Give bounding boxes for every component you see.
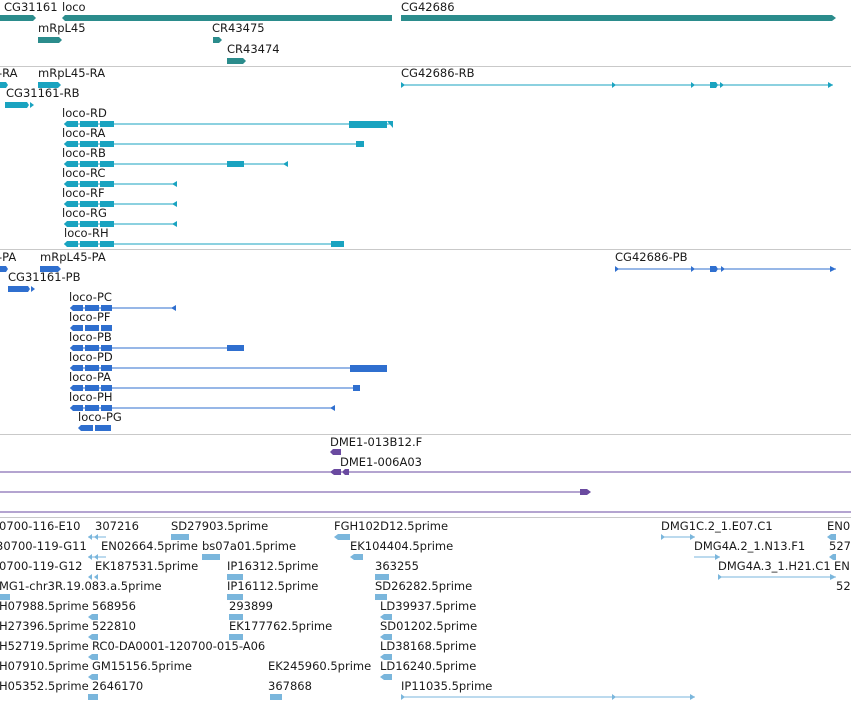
est-label[interactable]: bs07a01.5prime [202, 539, 297, 553]
est-label[interactable]: 30700-119-G11 [0, 539, 87, 553]
est-label[interactable]: IP16312.5prime [227, 559, 319, 573]
est-label[interactable]: FGH102D12.5prime [334, 519, 449, 533]
est-label[interactable]: H52719.5prime [0, 639, 89, 653]
protein-label[interactable]: loco-PH [69, 390, 113, 404]
transcript-label[interactable]: mRpL45-RA [38, 66, 106, 80]
est-label[interactable]: 52 [836, 579, 851, 593]
track-separator-2 [0, 249, 851, 250]
protein-label[interactable]: mRpL45-PA [40, 250, 106, 264]
gene-label-cr43474[interactable]: CR43474 [227, 42, 280, 56]
protein-label[interactable]: -PA [0, 250, 17, 264]
cdna-label[interactable]: DME1-006A03 [340, 455, 422, 469]
est-label[interactable]: H27396.5prime [0, 619, 89, 633]
gene-glyphs [0, 15, 836, 64]
track-separator-4 [0, 517, 851, 518]
est-label[interactable]: 307216 [95, 519, 139, 533]
gene-cr43475-glyph [213, 37, 222, 43]
transcript-label[interactable]: loco-RH [64, 226, 109, 240]
gene-loco-glyph [62, 15, 392, 21]
est-label[interactable]: IP16112.5prime [227, 579, 319, 593]
transcript-label[interactable]: CG42686-RB [401, 66, 475, 80]
est-label[interactable]: 522810 [92, 619, 136, 633]
transcript-label[interactable]: loco-RD [62, 106, 107, 120]
est-glyphs [0, 534, 836, 700]
protein-label[interactable]: CG31161-PB [8, 270, 81, 284]
est-label[interactable]: 2646170 [92, 679, 144, 693]
cdna-glyphs [0, 449, 851, 513]
est-label[interactable]: 363255 [375, 559, 419, 573]
protein-label[interactable]: loco-PA [69, 370, 112, 384]
est-label[interactable]: DMG1C.2_1.E07.C1 [661, 519, 773, 533]
est-label[interactable]: EK187531.5prime [95, 559, 199, 573]
transcript-label[interactable]: loco-RB [62, 146, 106, 160]
gene-mrpl45-glyph [38, 37, 62, 43]
est-label[interactable]: LD38168.5prime [380, 639, 477, 653]
transcript-label[interactable]: CG31161-RB [6, 86, 80, 100]
est-label[interactable]: SD01202.5prime [380, 619, 478, 633]
est-label[interactable]: EN0 [827, 519, 851, 533]
est-label[interactable]: H07988.5prime [0, 599, 89, 613]
transcript-label[interactable]: loco-RF [62, 186, 105, 200]
gene-cr43474-glyph [227, 58, 246, 64]
protein-glyphs [0, 266, 836, 431]
protein-label[interactable]: loco-PC [69, 290, 112, 304]
est-label[interactable]: 0700-119-G12 [0, 559, 83, 573]
transcript-label[interactable]: loco-RA [62, 126, 106, 140]
transcript-label[interactable]: loco-RG [62, 206, 107, 220]
est-label[interactable]: LD39937.5prime [380, 599, 477, 613]
est-label[interactable]: GM15156.5prime [92, 659, 192, 673]
est-label[interactable]: RC0-DA0001-120700-015-A06 [92, 639, 266, 653]
est-label[interactable]: EK177762.5prime [229, 619, 333, 633]
est-label[interactable]: EN [834, 559, 850, 573]
protein-label[interactable]: loco-PB [69, 330, 112, 344]
est-label[interactable]: LD16240.5prime [380, 659, 477, 673]
est-label[interactable]: DMG4A.3_1.H21.C1 [718, 559, 831, 573]
transcript-glyphs [0, 82, 833, 247]
gene-label-cr43475[interactable]: CR43475 [212, 21, 265, 35]
track-separator-1 [0, 66, 851, 67]
gene-label-cg31161[interactable]: CG31161 [4, 0, 58, 14]
transcript-label[interactable]: -RA [0, 66, 18, 80]
est-label[interactable]: MG1-chr3R.19.083.a.5prime [0, 579, 162, 593]
est-label[interactable]: DMG4A.2_1.N13.F1 [694, 539, 806, 553]
protein-label[interactable]: loco-PD [69, 350, 113, 364]
est-label[interactable]: 527 [829, 539, 851, 553]
gene-cg42686-glyph [401, 15, 836, 21]
protein-label[interactable]: loco-PG [78, 410, 122, 424]
est-label[interactable]: H07910.5prime [0, 659, 89, 673]
gene-label-mrpl45[interactable]: mRpL45 [38, 21, 86, 35]
est-label[interactable]: IP11035.5prime [401, 679, 493, 693]
est-label[interactable]: SD27903.5prime [171, 519, 269, 533]
est-label[interactable]: H05352.5prime [0, 679, 89, 693]
transcript-label[interactable]: loco-RC [62, 166, 106, 180]
est-label[interactable]: SD26282.5prime [375, 579, 473, 593]
est-label[interactable]: EK245960.5prime [268, 659, 372, 673]
gene-cg31161-glyph [0, 15, 36, 21]
protein-label[interactable]: loco-PF [69, 310, 111, 324]
est-label[interactable]: EK104404.5prime [350, 539, 454, 553]
track-separator-3 [0, 434, 851, 435]
est-label[interactable]: EN02664.5prime [101, 539, 198, 553]
est-label[interactable]: 293899 [229, 599, 273, 613]
gene-label-cg42686[interactable]: CG42686 [401, 0, 455, 14]
est-label[interactable]: 367868 [268, 679, 312, 693]
cdna-label[interactable]: DME1-013B12.F [330, 435, 423, 449]
protein-label[interactable]: CG42686-PB [615, 250, 688, 264]
gene-label-loco[interactable]: loco [62, 0, 86, 14]
est-label[interactable]: 568956 [92, 599, 136, 613]
est-label[interactable]: 0700-116-E10 [0, 519, 81, 533]
